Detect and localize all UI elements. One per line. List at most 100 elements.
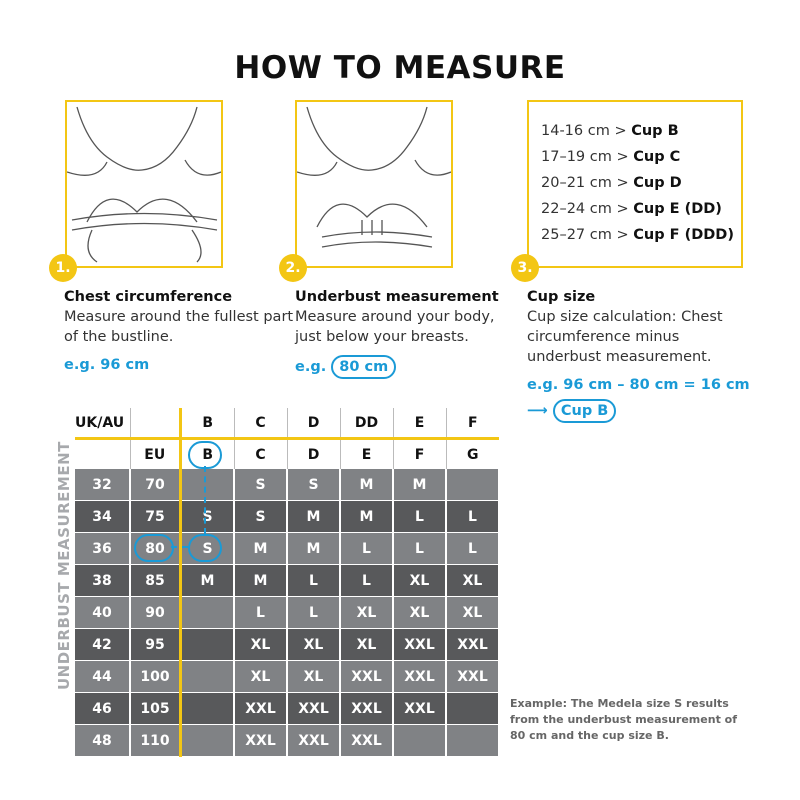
- table-cell: XXL: [446, 628, 500, 661]
- step-example: e.g. 80 cm: [295, 355, 525, 379]
- table-cell: 110: [130, 724, 182, 757]
- size-table: UK/AU B C D DD E F EU B C D E F G 32 70 S S M M 34 75 S S M M L L 36…: [75, 408, 500, 757]
- table-cell: F: [393, 438, 447, 469]
- step-heading: Chest circumference: [64, 289, 233, 305]
- cup-range-row: 22–24 cm > Cup E (DD): [541, 201, 722, 217]
- table-cell: 38: [75, 564, 131, 597]
- table-cell: B: [180, 408, 235, 440]
- table-cell: M: [340, 500, 394, 533]
- table-cell: L: [393, 500, 447, 533]
- table-cell: XXL: [287, 724, 341, 757]
- table-cell: M: [234, 564, 288, 597]
- table-cell: L: [393, 532, 447, 565]
- table-row: 40 90 L L XL XL XL: [75, 596, 500, 629]
- table-cell: L: [287, 596, 341, 629]
- chest-measure-illustration: [67, 106, 221, 263]
- table-cell: 75: [130, 500, 182, 533]
- table-cell: 70: [130, 469, 182, 501]
- table-cell: L: [340, 564, 394, 597]
- table-cell: XXL: [340, 724, 394, 757]
- table-row: 34 75 S S M M L L: [75, 500, 500, 533]
- step-description: Measure around your body, just below you…: [295, 309, 495, 345]
- table-cell: C: [234, 408, 288, 440]
- table-cell: [393, 724, 447, 757]
- table-cell: [180, 692, 235, 725]
- table-cell: DD: [340, 408, 394, 440]
- table-cell: XL: [446, 596, 500, 629]
- table-cell: S: [287, 469, 341, 501]
- underbust-illustration-box: [295, 100, 453, 268]
- table-cell: B: [180, 438, 235, 469]
- table-cell: D: [287, 408, 341, 440]
- table-cell: E: [393, 408, 447, 440]
- table-cell: L: [446, 532, 500, 565]
- table-cell: 42: [75, 628, 131, 661]
- table-cell: XL: [340, 596, 394, 629]
- table-cell: S: [180, 500, 235, 533]
- table-cell: 32: [75, 469, 131, 501]
- table-cell: XXL: [287, 692, 341, 725]
- table-cell: 44: [75, 660, 131, 693]
- table-header-row: EU B C D E F G: [75, 438, 499, 469]
- table-cell: M: [340, 469, 394, 501]
- table-cell: S: [234, 469, 288, 501]
- table-cell: 95: [130, 628, 182, 661]
- table-cell: XL: [287, 628, 341, 661]
- table-cell: S: [180, 532, 235, 565]
- table-cell: M: [287, 532, 341, 565]
- step-description: Cup size calculation: Chest circumferenc…: [527, 309, 723, 365]
- table-cell: XXL: [340, 692, 394, 725]
- table-cell: [446, 692, 500, 725]
- chest-illustration-box: [65, 100, 223, 268]
- table-cell: [180, 596, 235, 629]
- table-row: 48 110 XXL XXL XXL: [75, 724, 500, 757]
- table-cell: [180, 660, 235, 693]
- table-cell: M: [287, 500, 341, 533]
- table-cell: XL: [234, 660, 288, 693]
- highlight-cup-b: [188, 441, 222, 469]
- table-cell: XL: [393, 564, 447, 597]
- table-cell: XXL: [234, 724, 288, 757]
- table-cell: E: [340, 438, 394, 469]
- table-cell: 36: [75, 532, 131, 565]
- step-heading: Underbust measurement: [295, 289, 499, 305]
- step-3-text: Cup size Cup size calculation: Chest cir…: [527, 287, 757, 423]
- example-note: Example: The Medela size S results from …: [510, 697, 737, 742]
- table-row: 32 70 S S M M: [75, 469, 500, 501]
- table-header-row: UK/AU B C D DD E F: [75, 408, 499, 440]
- step-example: e.g. 96 cm – 80 cm = 16 cm: [527, 377, 750, 393]
- table-cell: F: [446, 408, 499, 440]
- table-cell: L: [340, 532, 394, 565]
- step-2-badge: 2.: [279, 254, 307, 282]
- table-cell: L: [287, 564, 341, 597]
- guide-line-vertical: [204, 466, 206, 534]
- step-1-badge: 1.: [49, 254, 77, 282]
- table-cell: XXL: [234, 692, 288, 725]
- table-cell: [75, 438, 131, 469]
- table-cell: M: [180, 564, 235, 597]
- table-cell: XXL: [393, 660, 447, 693]
- cup-ranges-box: 14-16 cm > Cup B 17–19 cm > Cup C 20–21 …: [527, 100, 743, 268]
- table-cell: 85: [130, 564, 182, 597]
- table-cell: G: [446, 438, 499, 469]
- table-cell: L: [446, 500, 500, 533]
- table-cell: M: [234, 532, 288, 565]
- table-cell: 46: [75, 692, 131, 725]
- underbust-measure-illustration: [297, 106, 451, 248]
- step-heading: Cup size: [527, 289, 596, 305]
- guide-line-horizontal: [171, 546, 188, 548]
- table-row: 46 105 XXL XXL XXL XXL: [75, 692, 500, 725]
- table-cell: XL: [287, 660, 341, 693]
- table-cell: XL: [340, 628, 394, 661]
- table-cell: 105: [130, 692, 182, 725]
- table-row: 38 85 M M L L XL XL: [75, 564, 500, 597]
- table-cell: C: [234, 438, 288, 469]
- table-row: 42 95 XL XL XL XXL XXL: [75, 628, 500, 661]
- table-cell: XL: [393, 596, 447, 629]
- table-cell: 34: [75, 500, 131, 533]
- step-example: e.g. 96 cm: [64, 357, 150, 373]
- table-cell: L: [234, 596, 288, 629]
- table-cell: [180, 469, 235, 501]
- table-cell: [446, 724, 500, 757]
